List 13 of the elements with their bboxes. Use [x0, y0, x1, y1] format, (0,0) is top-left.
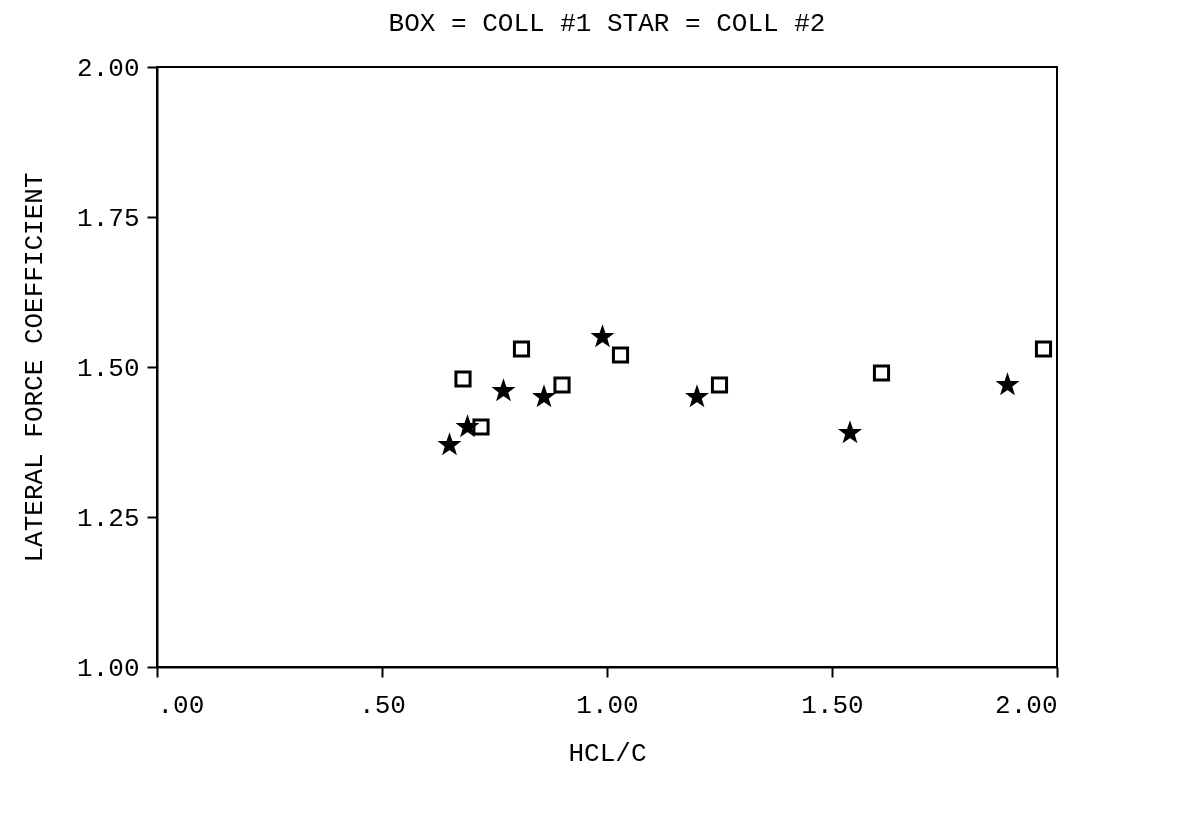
x-tick-label: .00: [157, 690, 205, 721]
x-tick-label: 2.00: [995, 690, 1058, 721]
x-tick-label: .50: [359, 690, 406, 721]
y-tick-label: 1.50: [77, 353, 140, 384]
chart-title: BOX = COLL #1 STAR = COLL #2: [388, 9, 826, 39]
x-axis-title: HCL/C: [568, 738, 647, 769]
y-tick-label: 1.00: [77, 653, 140, 684]
y-tick-label: 1.25: [77, 503, 140, 534]
x-tick-label: 1.00: [576, 690, 639, 721]
x-tick-label: 1.50: [801, 690, 864, 721]
y-axis-title: LATERAL FORCE COEFFICIENT: [20, 172, 51, 563]
y-tick-label: 1.75: [77, 203, 140, 234]
y-tick-label: 2.00: [77, 53, 140, 84]
